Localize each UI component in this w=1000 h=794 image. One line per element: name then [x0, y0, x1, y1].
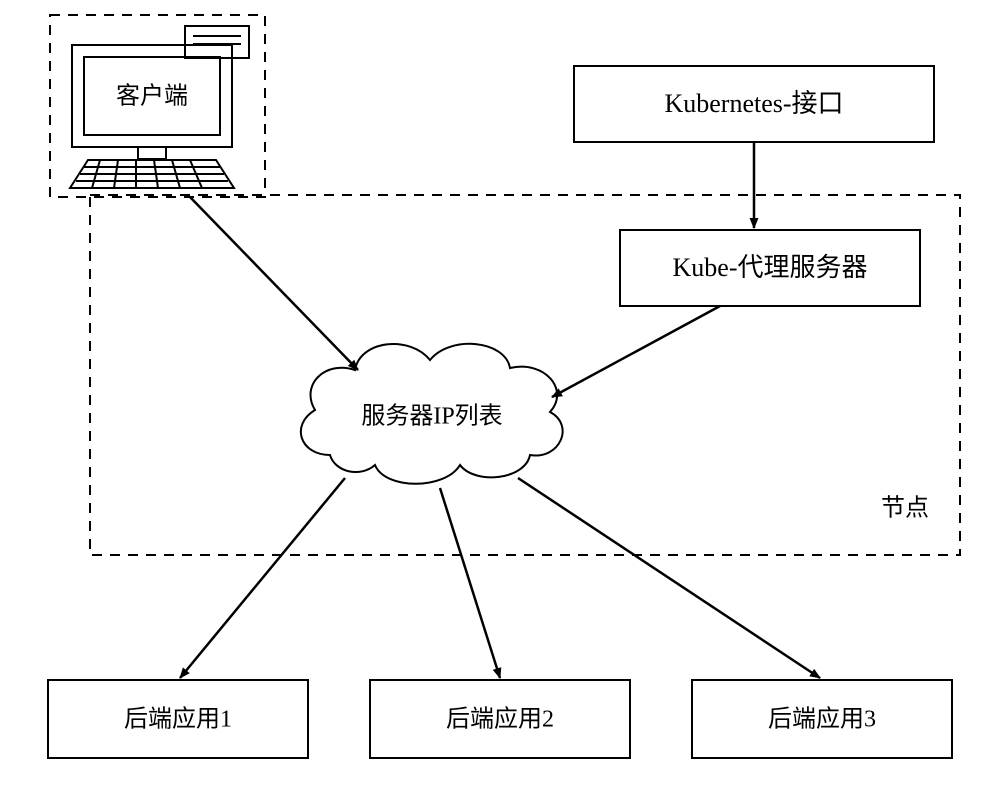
backend-1-label: 后端应用1 [124, 706, 232, 733]
kube-proxy-box: Kube-代理服务器 [620, 230, 920, 306]
backend-3-box: 后端应用3 [692, 680, 952, 758]
k8s-api-box: Kubernetes-接口 [574, 66, 934, 142]
edge-iplist-backend1 [180, 478, 345, 678]
backend-2-box: 后端应用2 [370, 680, 630, 758]
edge-client-iplist [190, 197, 358, 370]
ip-list-label: 服务器IP列表 [361, 403, 502, 430]
node-label: 节点 [881, 495, 929, 522]
client-label: 客户端 [116, 83, 188, 110]
backend-1-box: 后端应用1 [48, 680, 308, 758]
backend-2-label: 后端应用2 [446, 706, 554, 733]
edge-iplist-backend3 [518, 478, 820, 678]
k8s-api-label: Kubernetes-接口 [664, 89, 843, 118]
ip-list-cloud: 服务器IP列表 [301, 344, 563, 484]
edge-iplist-backend2 [440, 488, 500, 678]
kube-proxy-label: Kube-代理服务器 [673, 253, 868, 282]
backend-3-label: 后端应用3 [768, 706, 876, 733]
client-computer-icon: 客户端 [50, 15, 265, 197]
edge-kubeproxy-iplist [552, 306, 720, 397]
